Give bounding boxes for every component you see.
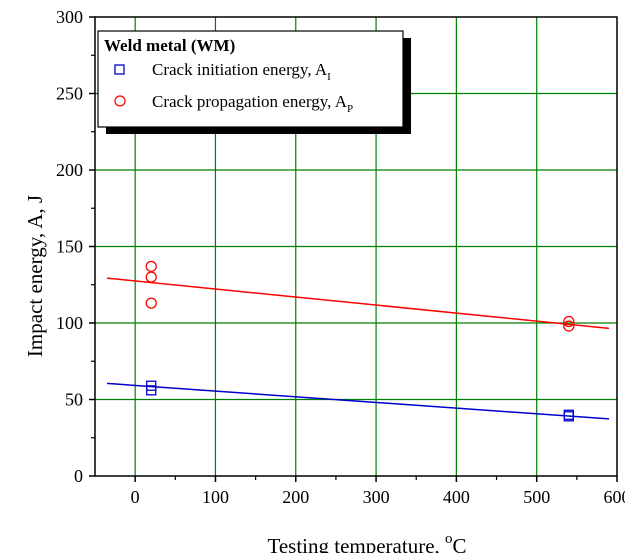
legend-entry-initiation: Crack initiation energy, AI (152, 60, 331, 83)
x-tick-label: 600 (604, 487, 625, 507)
y-tick-label: 200 (56, 160, 83, 180)
data-points (145, 260, 575, 422)
legend-marker-circle (114, 95, 126, 107)
y-tick-label: 250 (56, 84, 83, 104)
y-tick-label: 50 (65, 390, 83, 410)
x-tick-label: 0 (131, 487, 140, 507)
fit-lines (106, 277, 610, 420)
x-tick-label: 100 (202, 487, 229, 507)
data-point-propagation (563, 315, 575, 328)
x-axis-title: Testing temperature, oC (267, 531, 466, 553)
x-tick-label: 500 (523, 487, 550, 507)
y-axis-title: Impact energy, A, J (23, 195, 47, 357)
data-point-propagation (145, 260, 157, 273)
y-tick-label: 0 (74, 466, 83, 486)
legend-title: Weld metal (WM) (104, 36, 235, 55)
y-tick-label: 150 (56, 237, 83, 257)
legend: Weld metal (WM) Crack initiation energy,… (97, 30, 411, 134)
x-axis-title-superscript: o (445, 531, 453, 547)
legend-entry-propagation: Crack propagation energy, AP (152, 92, 353, 115)
fit-line-initiation (106, 382, 610, 420)
data-point-initiation (563, 409, 574, 420)
legend-marker-square (114, 64, 125, 75)
y-tick-label: 300 (56, 7, 83, 27)
x-axis-title-text: Testing temperature, (267, 534, 445, 553)
x-axis-title-unit: C (453, 534, 467, 553)
legend-entry-initiation-label: Crack initiation energy, A (152, 60, 328, 79)
data-point-propagation (145, 271, 157, 283)
fit-line-propagation (106, 277, 610, 330)
data-point-initiation (146, 380, 157, 391)
x-tick-label: 300 (363, 487, 390, 507)
x-tick-label: 200 (282, 487, 309, 507)
x-tick-label: 400 (443, 487, 470, 507)
y-tick-label: 100 (56, 313, 83, 333)
legend-box (97, 30, 404, 128)
legend-entry-propagation-subscript: P (347, 103, 353, 115)
data-point-propagation (145, 297, 157, 309)
legend-entry-initiation-subscript: I (327, 71, 331, 83)
legend-entry-propagation-label: Crack propagation energy, A (152, 92, 348, 111)
data-point-propagation (563, 320, 575, 332)
axis-ticks: 0 50 100 150 200 250 300 0 100 200 300 400 500 600 (56, 7, 625, 507)
